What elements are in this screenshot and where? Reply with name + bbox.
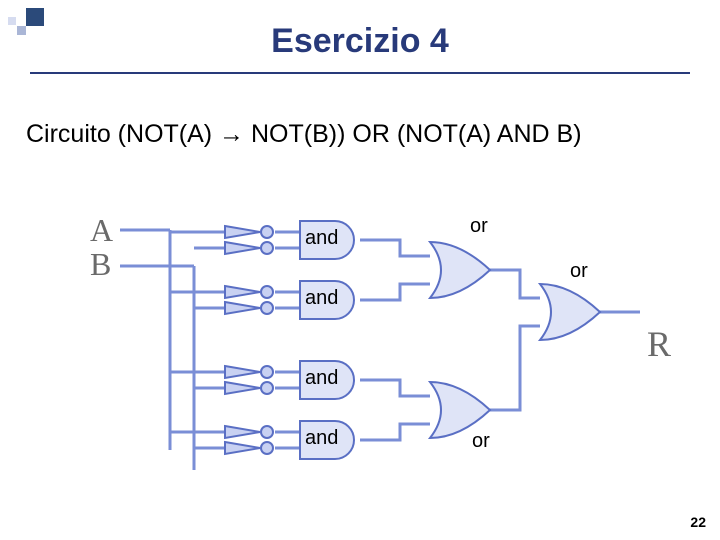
output-label-r: R — [647, 323, 671, 365]
circuit-diagram — [60, 180, 680, 520]
not-gate — [225, 302, 273, 314]
not-gate — [225, 286, 273, 298]
not-gate — [225, 226, 273, 238]
slide-title: Esercizio 4 — [0, 22, 720, 61]
and-label-1: and — [305, 227, 338, 250]
and-label-3: and — [305, 367, 338, 390]
not-gate — [225, 426, 273, 438]
or-gate-final — [540, 284, 600, 340]
not-gate — [225, 242, 273, 254]
or-label-1: or — [470, 215, 488, 238]
circuit-expression: Circuito (NOT(A) → NOT(B)) OR (NOT(A) AN… — [26, 120, 582, 149]
slide-number: 22 — [690, 514, 706, 530]
or-label-3: or — [472, 430, 490, 453]
not-gate — [225, 442, 273, 454]
not-gate — [225, 382, 273, 394]
title-underline — [30, 72, 690, 74]
and-label-4: and — [305, 427, 338, 450]
not-gate — [225, 366, 273, 378]
or-label-final: or — [570, 260, 588, 283]
and-label-2: and — [305, 287, 338, 310]
or-gate-1 — [430, 242, 490, 298]
